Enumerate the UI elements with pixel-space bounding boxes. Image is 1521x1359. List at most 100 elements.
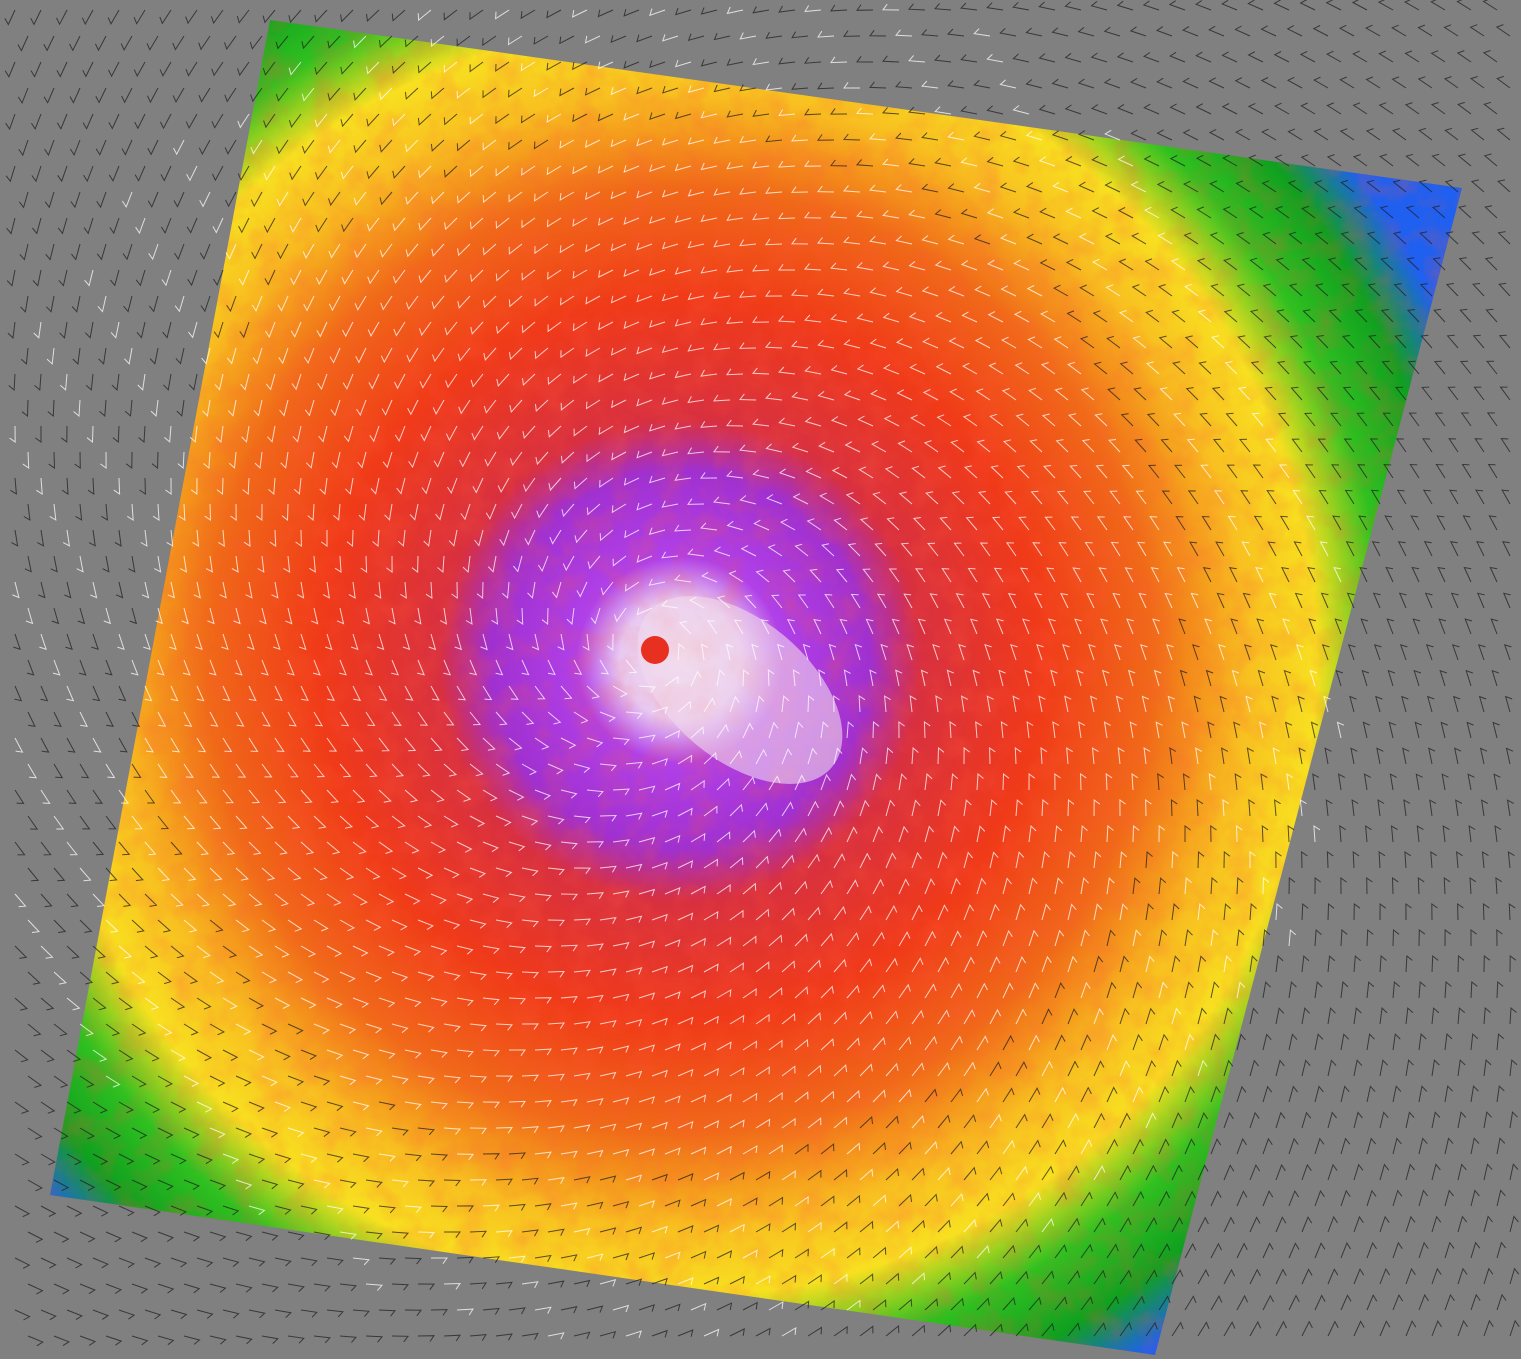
wind-barb xyxy=(874,542,887,557)
wind-barb xyxy=(76,555,84,573)
wind-barb xyxy=(1418,929,1426,947)
wind-barb xyxy=(27,1283,44,1295)
wind-barb xyxy=(1093,1007,1104,1025)
wind-barb xyxy=(807,1221,822,1233)
wind-barb xyxy=(797,594,809,609)
wind-barb xyxy=(781,1065,796,1077)
wind-barb xyxy=(560,1047,578,1055)
wind-barb xyxy=(417,659,425,676)
wind-barb xyxy=(1480,799,1489,817)
wind-barb xyxy=(547,1228,565,1236)
wind-barb xyxy=(1028,929,1039,947)
wind-barb xyxy=(560,1306,578,1314)
wind-barb xyxy=(382,451,393,469)
wind-barb xyxy=(358,503,367,521)
wind-barb xyxy=(792,669,800,687)
wind-barb xyxy=(391,711,402,726)
wind-barb xyxy=(1301,902,1309,921)
wind-barb xyxy=(1197,1216,1209,1233)
wind-barb xyxy=(472,477,484,494)
wind-barb xyxy=(533,87,549,98)
wind-barb xyxy=(378,997,396,1008)
wind-barb xyxy=(69,139,81,157)
wind-barb xyxy=(131,1283,149,1294)
wind-barb xyxy=(950,1245,964,1259)
wind-barb xyxy=(1094,413,1108,427)
wind-barb xyxy=(859,517,874,531)
wind-barb xyxy=(1342,386,1355,401)
wind-barb xyxy=(1496,1085,1505,1103)
wind-barb xyxy=(431,191,445,205)
wind-barb xyxy=(482,1204,500,1212)
wind-barb xyxy=(820,879,833,895)
wind-barb xyxy=(677,1120,694,1129)
wind-barb xyxy=(495,919,513,929)
wind-barb xyxy=(263,217,276,234)
wind-barb xyxy=(391,867,407,880)
wind-barb xyxy=(1002,1034,1015,1051)
wind-barb xyxy=(1134,438,1147,453)
wind-barb xyxy=(1422,489,1433,505)
wind-barb xyxy=(976,772,984,791)
wind-barb xyxy=(623,373,640,382)
wind-barb xyxy=(713,188,731,196)
wind-barb xyxy=(1262,1242,1274,1259)
wind-barb xyxy=(1444,127,1459,141)
wind-barb xyxy=(1145,903,1154,921)
wind-barb xyxy=(934,3,952,11)
wind-barb xyxy=(5,165,16,183)
wind-barb xyxy=(313,1179,331,1189)
wind-barb xyxy=(352,893,368,906)
wind-barb xyxy=(908,261,926,271)
wind-barb xyxy=(209,763,220,778)
wind-barb xyxy=(1496,75,1511,89)
wind-barb xyxy=(1326,154,1342,167)
wind-barb xyxy=(378,737,390,752)
wind-barb xyxy=(1315,283,1329,297)
wind-barb xyxy=(1362,721,1371,739)
wind-barb xyxy=(53,1283,70,1295)
wind-barb xyxy=(79,1179,96,1191)
wind-barb xyxy=(1476,592,1485,609)
wind-barb xyxy=(898,773,907,791)
wind-barb xyxy=(251,243,263,260)
wind-barb xyxy=(661,600,679,609)
wind-barb xyxy=(664,834,681,843)
wind-barb xyxy=(807,747,818,765)
wind-barb xyxy=(939,516,952,531)
wind-barb xyxy=(286,659,295,676)
wind-barb xyxy=(948,285,965,297)
wind-barb xyxy=(251,295,263,312)
wind-barb xyxy=(1301,1163,1312,1181)
wind-barb xyxy=(742,776,756,791)
wind-barb xyxy=(1341,283,1355,297)
wind-barb xyxy=(1379,1007,1388,1025)
wind-barb xyxy=(120,35,133,52)
wind-barb xyxy=(49,503,57,521)
wind-barb xyxy=(208,659,217,676)
wind-barb xyxy=(1124,567,1134,583)
wind-barb xyxy=(339,711,350,727)
wind-barb xyxy=(1312,773,1320,791)
wind-barb xyxy=(17,35,29,52)
wind-barb xyxy=(989,747,996,765)
wind-barb xyxy=(674,111,692,120)
wind-barb xyxy=(986,2,1004,11)
wind-barb xyxy=(703,1015,719,1025)
wind-barb xyxy=(976,825,986,843)
wind-barb xyxy=(661,500,679,508)
wind-barb xyxy=(872,1299,887,1311)
wind-barb xyxy=(20,295,29,313)
wind-barb xyxy=(1328,309,1342,323)
wind-barb xyxy=(726,368,744,376)
wind-barb xyxy=(1164,592,1173,609)
wind-barb xyxy=(1076,669,1084,687)
wind-barb xyxy=(1210,1138,1222,1155)
wind-barb xyxy=(38,581,46,599)
wind-barb xyxy=(1392,1294,1404,1311)
wind-barb xyxy=(443,815,459,828)
wind-barb xyxy=(1130,129,1147,141)
wind-barb xyxy=(66,685,75,702)
wind-barb xyxy=(1497,231,1511,245)
wind-barb xyxy=(690,1302,707,1311)
